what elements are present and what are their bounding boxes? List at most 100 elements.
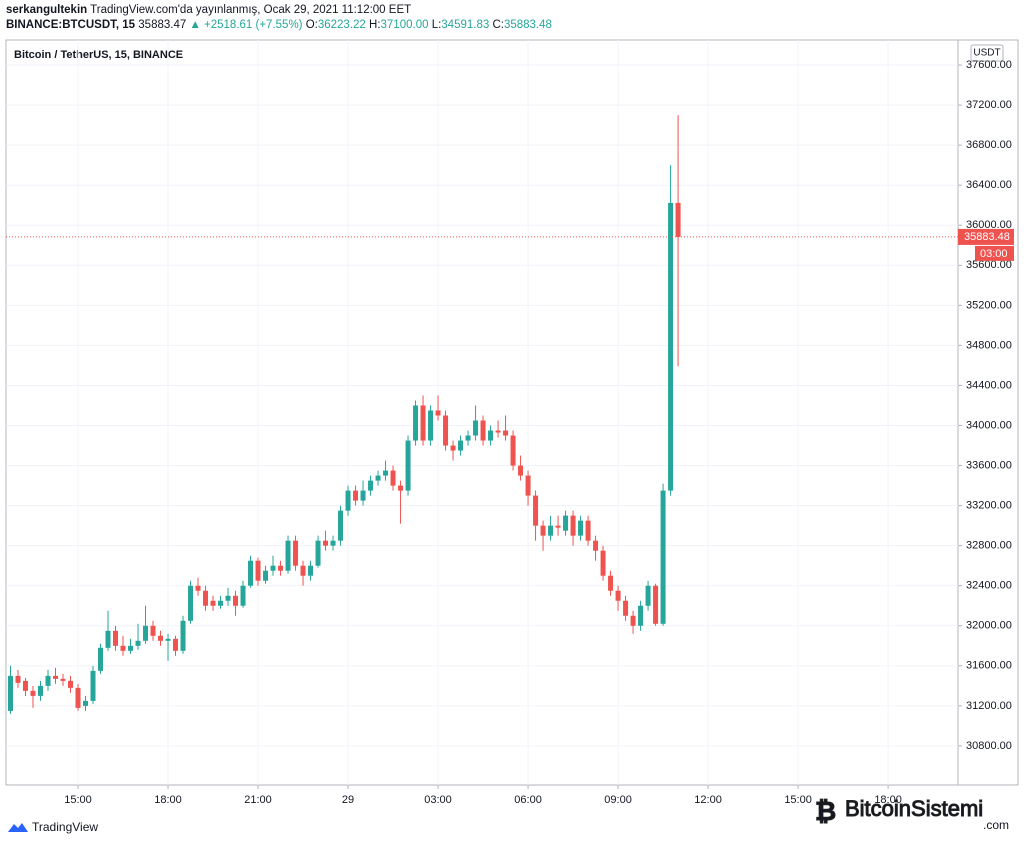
ohlc-value: 34591.83: [441, 19, 490, 31]
countdown: 03:00: [980, 248, 1008, 260]
candle-body: [323, 540, 329, 546]
ohlc-label: C:: [492, 19, 504, 31]
watermark: ₿ BitcoinSistemi .com: [815, 795, 1010, 832]
candle-body: [308, 565, 314, 576]
candle-body: [525, 475, 531, 496]
y-tick-label: 32800.00: [966, 540, 1012, 552]
candle-body: [668, 202, 674, 491]
candle-body: [600, 550, 606, 576]
candle-body: [240, 585, 246, 606]
y-tick-label: 36400.00: [966, 179, 1012, 191]
candle-body: [180, 620, 186, 651]
y-tick-label: 31200.00: [966, 700, 1012, 712]
candle-body: [398, 485, 404, 491]
candle-body: [420, 405, 426, 441]
candle-body: [383, 470, 389, 476]
publish-line: serkangultekin TradingView.com'da yayınl…: [6, 4, 411, 16]
candle-body: [53, 675, 59, 679]
candle-body: [570, 515, 576, 536]
candle-body: [255, 560, 261, 581]
candle-body: [165, 638, 171, 641]
y-tick-label: 31600.00: [966, 660, 1012, 672]
candle-body: [60, 678, 66, 681]
y-tick-label: 36000.00: [966, 219, 1012, 231]
y-tick-label: 35600.00: [966, 259, 1012, 271]
candle-body: [38, 685, 44, 696]
candle-body: [135, 640, 141, 646]
last-price-tag: [958, 228, 1014, 245]
x-tick-label: 03:00: [424, 794, 452, 806]
candle-body: [495, 430, 501, 433]
candle-body: [105, 630, 111, 648]
candle-body: [218, 600, 224, 606]
candle-body: [585, 520, 591, 541]
candle-body: [113, 630, 119, 646]
candle-body: [158, 635, 164, 641]
ohlc-value: 36223.22: [317, 19, 366, 31]
candle-body: [23, 680, 29, 691]
x-tick-label: 29: [342, 794, 354, 806]
candle-body: [75, 687, 81, 708]
candle-body: [353, 490, 359, 501]
candle-body: [30, 690, 36, 696]
candle-body: [120, 645, 126, 651]
x-tick-label: 09:00: [604, 794, 632, 806]
candle-body: [345, 490, 351, 511]
chart-title: Bitcoin / TetherUS, 15, BINANCE: [14, 49, 183, 61]
y-tick-label: 33600.00: [966, 459, 1012, 471]
ohlc-label: H:: [369, 19, 381, 31]
candle-body: [435, 410, 441, 416]
candle-body: [563, 515, 569, 531]
candle-body: [413, 405, 419, 441]
watermark-b: ₿: [815, 796, 836, 826]
candle-body: [510, 435, 516, 466]
watermark-suffix: .com: [983, 818, 1009, 832]
candle-body: [390, 470, 396, 486]
candle-body: [458, 440, 464, 451]
candle-body: [330, 540, 336, 546]
y-tick-label: 30800.00: [966, 740, 1012, 752]
candle-body: [68, 680, 74, 688]
candle-body: [15, 675, 21, 683]
candle-body: [360, 490, 366, 501]
currency-box: [970, 44, 1004, 62]
candle-body: [503, 430, 509, 436]
candle-body: [653, 585, 659, 624]
candle-body: [233, 595, 239, 606]
candle-body: [533, 495, 539, 526]
watermark-text: BitcoinSistemi: [845, 796, 983, 821]
candle-body: [150, 625, 156, 636]
candle-body: [465, 435, 471, 441]
x-tick-label: 15:00: [64, 794, 92, 806]
candle-body: [593, 540, 599, 551]
candle-body: [90, 670, 96, 701]
candle-body: [555, 525, 561, 528]
candle-body: [443, 415, 449, 446]
y-tick-label: 33200.00: [966, 500, 1012, 512]
y-tick-label: 32400.00: [966, 580, 1012, 592]
candle-body: [300, 565, 306, 576]
price: 35883.47: [138, 19, 187, 31]
candle-body: [480, 420, 486, 441]
y-tick-label: 35200.00: [966, 299, 1012, 311]
candle-body: [518, 465, 524, 476]
tv-logo-icon: [8, 823, 28, 832]
candle-body: [450, 445, 456, 451]
candle-body: [578, 520, 584, 536]
candle-body: [270, 565, 276, 571]
change: ▲ +2518.61 (+7.55%): [189, 19, 303, 31]
y-tick-label: 34400.00: [966, 379, 1012, 391]
x-tick-label: 15:00: [784, 794, 812, 806]
x-tick-label: 06:00: [514, 794, 542, 806]
x-tick-label: 18:00: [154, 794, 182, 806]
candle-body: [428, 410, 434, 441]
candle-body: [293, 540, 299, 566]
candle-body: [660, 490, 666, 624]
countdown-tag: [975, 245, 1014, 261]
candle-body: [98, 647, 104, 671]
y-tick-label: 37200.00: [966, 99, 1012, 111]
candle-body: [375, 475, 381, 481]
candle-body: [623, 600, 629, 616]
candle-body: [203, 590, 209, 606]
candle-body: [173, 638, 179, 651]
